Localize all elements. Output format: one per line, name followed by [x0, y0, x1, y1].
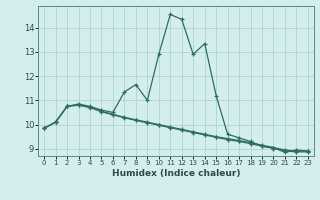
X-axis label: Humidex (Indice chaleur): Humidex (Indice chaleur): [112, 169, 240, 178]
